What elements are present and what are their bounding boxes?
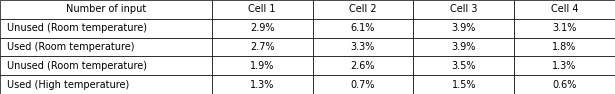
- Text: Unused (Room temperature): Unused (Room temperature): [7, 61, 148, 71]
- Text: Cell 4: Cell 4: [551, 4, 578, 14]
- Text: 6.1%: 6.1%: [351, 23, 375, 33]
- Bar: [312, 19, 413, 38]
- Text: Cell 1: Cell 1: [248, 4, 276, 14]
- Text: 3.9%: 3.9%: [451, 23, 476, 33]
- Text: Cell 3: Cell 3: [450, 4, 477, 14]
- Text: 2.6%: 2.6%: [351, 61, 375, 71]
- Text: 1.3%: 1.3%: [552, 61, 577, 71]
- Bar: [0, 19, 212, 38]
- Text: 2.9%: 2.9%: [250, 23, 274, 33]
- Text: 3.5%: 3.5%: [451, 61, 476, 71]
- Bar: [0, 38, 212, 56]
- Text: Unused (Room temperature): Unused (Room temperature): [7, 23, 148, 33]
- Bar: [514, 19, 615, 38]
- Bar: [413, 38, 514, 56]
- Text: Number of input: Number of input: [66, 4, 146, 14]
- Bar: [312, 0, 413, 19]
- Bar: [0, 75, 212, 94]
- Text: 0.7%: 0.7%: [351, 80, 375, 90]
- Text: 1.8%: 1.8%: [552, 42, 577, 52]
- Text: 3.9%: 3.9%: [451, 42, 476, 52]
- Bar: [413, 75, 514, 94]
- Bar: [514, 75, 615, 94]
- Text: 3.3%: 3.3%: [351, 42, 375, 52]
- Bar: [212, 56, 312, 75]
- Text: Cell 2: Cell 2: [349, 4, 377, 14]
- Bar: [312, 38, 413, 56]
- Bar: [0, 0, 212, 19]
- Bar: [413, 0, 514, 19]
- Text: 2.7%: 2.7%: [250, 42, 274, 52]
- Bar: [212, 0, 312, 19]
- Text: 1.5%: 1.5%: [451, 80, 476, 90]
- Bar: [212, 38, 312, 56]
- Bar: [212, 19, 312, 38]
- Bar: [312, 75, 413, 94]
- Text: Used (Room temperature): Used (Room temperature): [7, 42, 135, 52]
- Text: 0.6%: 0.6%: [552, 80, 577, 90]
- Bar: [514, 0, 615, 19]
- Bar: [413, 19, 514, 38]
- Text: 1.3%: 1.3%: [250, 80, 274, 90]
- Bar: [413, 56, 514, 75]
- Text: Used (High temperature): Used (High temperature): [7, 80, 130, 90]
- Text: 3.1%: 3.1%: [552, 23, 577, 33]
- Bar: [514, 56, 615, 75]
- Bar: [514, 38, 615, 56]
- Bar: [212, 75, 312, 94]
- Bar: [0, 56, 212, 75]
- Bar: [312, 56, 413, 75]
- Text: 1.9%: 1.9%: [250, 61, 274, 71]
